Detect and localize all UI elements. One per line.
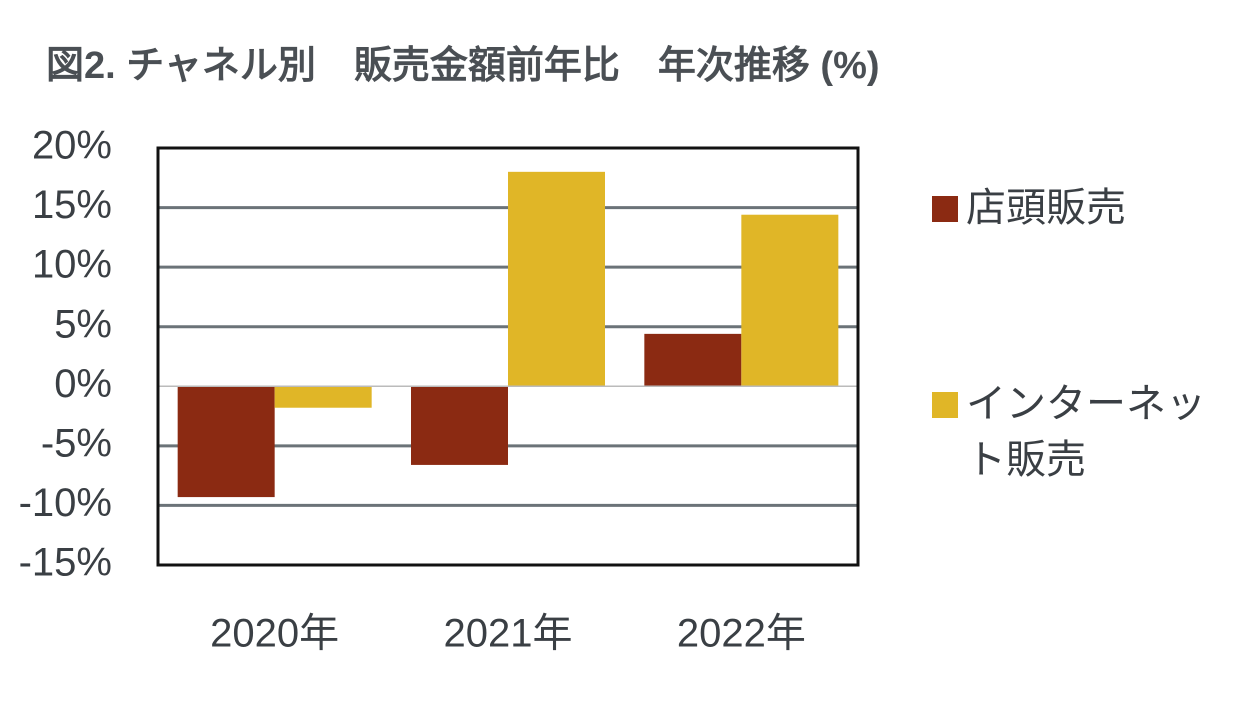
bar	[508, 171, 605, 387]
plot-border	[156, 146, 860, 567]
bar	[644, 333, 742, 387]
y-tick-label: 5%	[54, 302, 112, 346]
legend-label: 店頭販売	[966, 186, 1126, 230]
legend-item: 店頭販売	[932, 180, 1222, 236]
x-tick-label: 2020年	[210, 612, 339, 656]
bar	[274, 386, 372, 408]
bar	[741, 214, 839, 387]
legend: 店頭販売インターネット販売	[932, 180, 1222, 488]
y-tick-label: -15%	[19, 541, 112, 585]
y-tick-label: -5%	[41, 421, 112, 465]
y-tick-label: 15%	[32, 183, 112, 227]
y-tick-label: 20%	[32, 124, 112, 168]
bar	[177, 386, 275, 498]
y-tick-label: -10%	[19, 481, 112, 525]
y-tick-label: 0%	[54, 362, 112, 406]
bar	[411, 386, 508, 465]
legend-swatch	[932, 196, 958, 222]
legend-item: インターネット販売	[932, 376, 1222, 488]
x-tick-label: 2022年	[677, 612, 806, 656]
legend-label: インターネット販売	[966, 382, 1206, 482]
x-tick-label: 2021年	[444, 612, 573, 656]
legend-swatch	[932, 392, 958, 418]
chart-title: 図2. チャネル別 販売金額前年比 年次推移 (%)	[46, 44, 880, 87]
y-tick-label: 10%	[32, 243, 112, 287]
